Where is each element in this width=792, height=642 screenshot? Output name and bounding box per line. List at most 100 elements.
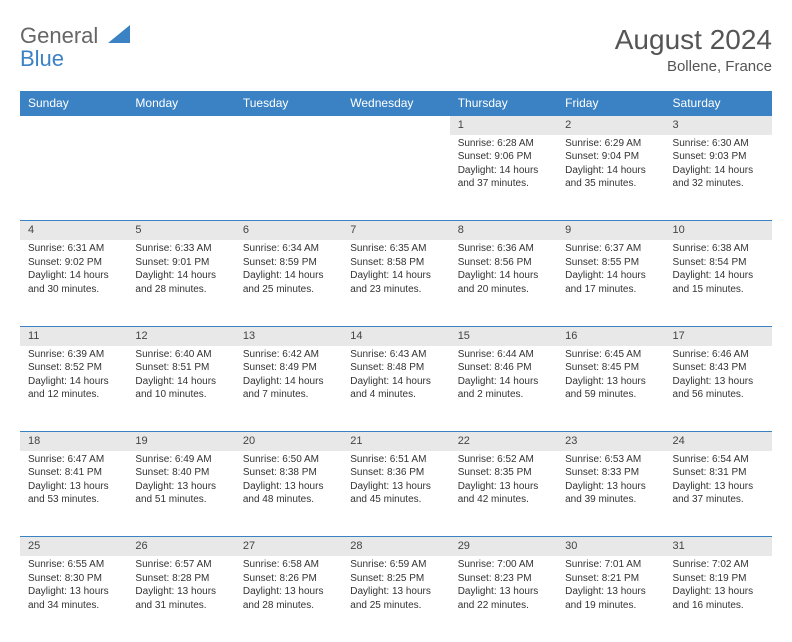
day-number: 21: [342, 432, 449, 451]
sunset-text: Sunset: 9:02 PM: [28, 256, 119, 270]
logo-text-blue: Blue: [20, 46, 64, 71]
day-cell: Sunrise: 6:54 AMSunset: 8:31 PMDaylight:…: [665, 451, 772, 537]
weekday-header: Saturday: [665, 91, 772, 116]
sunset-text: Sunset: 8:45 PM: [565, 361, 656, 375]
day-number: 22: [450, 432, 557, 451]
sunset-text: Sunset: 8:48 PM: [350, 361, 441, 375]
daylight-text: Daylight: 14 hours and 4 minutes.: [350, 375, 441, 402]
day-number: 25: [20, 537, 127, 556]
weekday-header: Wednesday: [342, 91, 449, 116]
sunset-text: Sunset: 8:58 PM: [350, 256, 441, 270]
sunset-text: Sunset: 8:33 PM: [565, 466, 656, 480]
sunrise-text: Sunrise: 6:28 AM: [458, 137, 549, 151]
day-number: 30: [557, 537, 664, 556]
daylight-text: Daylight: 13 hours and 39 minutes.: [565, 480, 656, 507]
calendar-table: SundayMondayTuesdayWednesdayThursdayFrid…: [20, 91, 772, 642]
sunrise-text: Sunrise: 6:44 AM: [458, 348, 549, 362]
day-cell: Sunrise: 7:00 AMSunset: 8:23 PMDaylight:…: [450, 556, 557, 642]
logo-triangle-icon: [108, 24, 130, 47]
sunset-text: Sunset: 8:56 PM: [458, 256, 549, 270]
day-content-row: Sunrise: 6:47 AMSunset: 8:41 PM Daylight:…: [20, 451, 772, 537]
day-number: 11: [20, 326, 127, 345]
sunrise-text: Sunrise: 6:40 AM: [135, 348, 226, 362]
day-cell: Sunrise: 6:42 AMSunset: 8:49 PMDaylight:…: [235, 346, 342, 432]
day-cell: Sunrise: 6:45 AMSunset: 8:45 PMDaylight:…: [557, 346, 664, 432]
day-cell: Sunrise: 6:33 AMSunset: 9:01 PMDaylight:…: [127, 240, 234, 326]
sunrise-text: Sunrise: 6:29 AM: [565, 137, 656, 151]
daylight-text: Daylight: 14 hours and 12 minutes.: [28, 375, 119, 402]
logo: General Blue: [20, 24, 130, 70]
day-number: 19: [127, 432, 234, 451]
day-cell: Sunrise: 6:36 AMSunset: 8:56 PMDaylight:…: [450, 240, 557, 326]
daylight-text: Daylight: 13 hours and 48 minutes.: [243, 480, 334, 507]
daylight-text: Daylight: 13 hours and 25 minutes.: [350, 585, 441, 612]
sunrise-text: Sunrise: 6:47 AM: [28, 453, 119, 467]
logo-text-general: General: [20, 23, 98, 48]
day-cell: [20, 135, 127, 221]
sunset-text: Sunset: 8:35 PM: [458, 466, 549, 480]
sunrise-text: Sunrise: 7:01 AM: [565, 558, 656, 572]
daylight-text: Daylight: 13 hours and 28 minutes.: [243, 585, 334, 612]
daylight-text: Daylight: 14 hours and 35 minutes.: [565, 164, 656, 191]
day-cell: Sunrise: 6:49 AMSunset: 8:40 PMDaylight:…: [127, 451, 234, 537]
day-cell: Sunrise: 6:44 AMSunset: 8:46 PMDaylight:…: [450, 346, 557, 432]
sunrise-text: Sunrise: 6:50 AM: [243, 453, 334, 467]
sunset-text: Sunset: 8:59 PM: [243, 256, 334, 270]
day-number: 1: [450, 116, 557, 135]
sunrise-text: Sunrise: 6:58 AM: [243, 558, 334, 572]
sunset-text: Sunset: 9:03 PM: [673, 150, 764, 164]
sunset-text: Sunset: 8:21 PM: [565, 572, 656, 586]
day-number: 16: [557, 326, 664, 345]
sunset-text: Sunset: 8:40 PM: [135, 466, 226, 480]
sunset-text: Sunset: 9:01 PM: [135, 256, 226, 270]
day-cell: Sunrise: 6:34 AMSunset: 8:59 PMDaylight:…: [235, 240, 342, 326]
sunrise-text: Sunrise: 6:54 AM: [673, 453, 764, 467]
sunrise-text: Sunrise: 6:46 AM: [673, 348, 764, 362]
sunset-text: Sunset: 8:19 PM: [673, 572, 764, 586]
day-number-row: 25262728293031: [20, 537, 772, 556]
daylight-text: Daylight: 14 hours and 17 minutes.: [565, 269, 656, 296]
day-number: 17: [665, 326, 772, 345]
sunrise-text: Sunrise: 6:49 AM: [135, 453, 226, 467]
daylight-text: Daylight: 13 hours and 45 minutes.: [350, 480, 441, 507]
sunrise-text: Sunrise: 6:33 AM: [135, 242, 226, 256]
day-number: 28: [342, 537, 449, 556]
daylight-text: Daylight: 13 hours and 51 minutes.: [135, 480, 226, 507]
day-number: 31: [665, 537, 772, 556]
daylight-text: Daylight: 14 hours and 25 minutes.: [243, 269, 334, 296]
day-cell: Sunrise: 6:50 AMSunset: 8:38 PMDaylight:…: [235, 451, 342, 537]
day-number: 8: [450, 221, 557, 240]
day-content-row: Sunrise: 6:55 AMSunset: 8:30 PMDaylight:…: [20, 556, 772, 642]
day-cell: Sunrise: 6:51 AMSunset: 8:36 PMDaylight:…: [342, 451, 449, 537]
sunset-text: Sunset: 8:41 PM: [28, 466, 119, 480]
day-number-row: 123: [20, 116, 772, 135]
daylight-text: Daylight: 13 hours and 31 minutes.: [135, 585, 226, 612]
sunrise-text: Sunrise: 6:52 AM: [458, 453, 549, 467]
day-content-row: Sunrise: 6:39 AMSunset: 8:52 PMDaylight:…: [20, 346, 772, 432]
sunrise-text: Sunrise: 6:37 AM: [565, 242, 656, 256]
day-cell: Sunrise: 7:01 AMSunset: 8:21 PMDaylight:…: [557, 556, 664, 642]
sunrise-text: Sunrise: 6:39 AM: [28, 348, 119, 362]
day-number-row: 45678910: [20, 221, 772, 240]
sunset-text: Sunset: 8:46 PM: [458, 361, 549, 375]
sunset-text: Sunset: 8:52 PM: [28, 361, 119, 375]
day-number: 5: [127, 221, 234, 240]
day-cell: [127, 135, 234, 221]
day-number: [20, 116, 127, 135]
sunrise-text: Sunrise: 6:42 AM: [243, 348, 334, 362]
day-number: 27: [235, 537, 342, 556]
daylight-text: Daylight: 13 hours and 42 minutes.: [458, 480, 549, 507]
day-number: 10: [665, 221, 772, 240]
day-number: 29: [450, 537, 557, 556]
day-cell: Sunrise: 6:46 AMSunset: 8:43 PMDaylight:…: [665, 346, 772, 432]
daylight-text: Daylight: 14 hours and 37 minutes.: [458, 164, 549, 191]
day-cell: Sunrise: 6:28 AMSunset: 9:06 PMDaylight:…: [450, 135, 557, 221]
day-cell: Sunrise: 6:29 AMSunset: 9:04 PMDaylight:…: [557, 135, 664, 221]
weekday-header: Sunday: [20, 91, 127, 116]
daylight-text: Daylight: 14 hours and 23 minutes.: [350, 269, 441, 296]
sunrise-text: Sunrise: 6:43 AM: [350, 348, 441, 362]
weekday-header: Monday: [127, 91, 234, 116]
day-content-row: Sunrise: 6:28 AMSunset: 9:06 PMDaylight:…: [20, 135, 772, 221]
day-cell: Sunrise: 6:53 AMSunset: 8:33 PMDaylight:…: [557, 451, 664, 537]
sunset-text: Sunset: 8:30 PM: [28, 572, 119, 586]
